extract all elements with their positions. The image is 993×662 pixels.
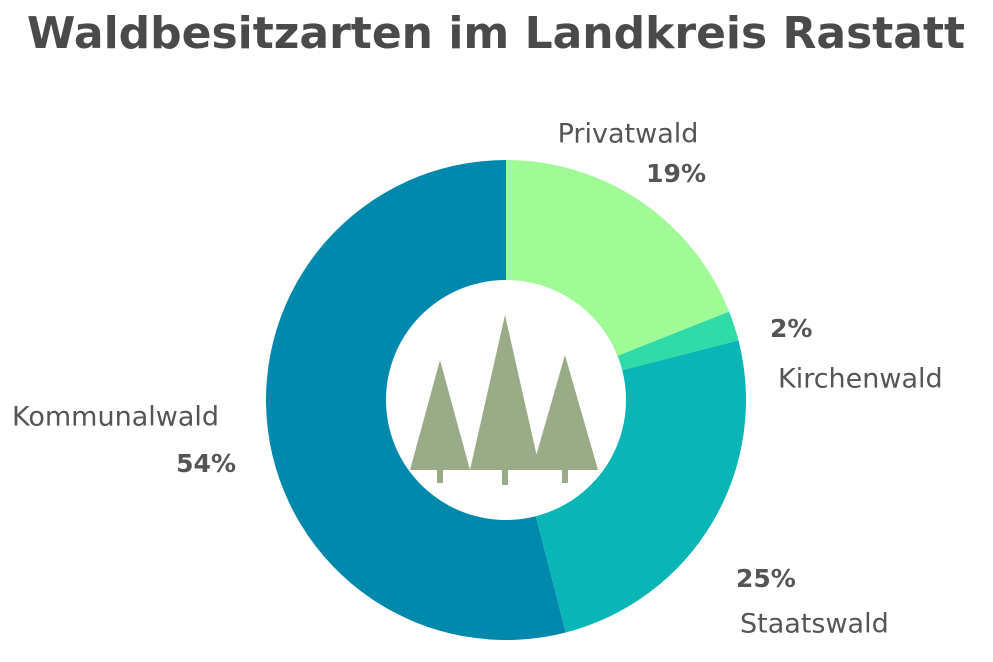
value-label: 2% [770,314,812,343]
slice-label: Kommunalwald [12,402,219,433]
value-label: 54% [176,449,236,478]
slice-label: Staatswald [740,609,889,640]
chart-title: Waldbesitzarten im Landkreis Rastatt [27,8,965,59]
value-label: 19% [646,159,706,188]
tree-icon [410,315,598,485]
value-label: 25% [736,564,796,593]
donut-slice [535,340,746,633]
donut-slice [266,160,566,640]
donut-slice [506,160,730,356]
donut-slice [617,311,739,371]
slice-label: Kirchenwald [778,364,943,395]
slice-label: Privatwald [558,119,699,150]
donut [266,160,746,640]
